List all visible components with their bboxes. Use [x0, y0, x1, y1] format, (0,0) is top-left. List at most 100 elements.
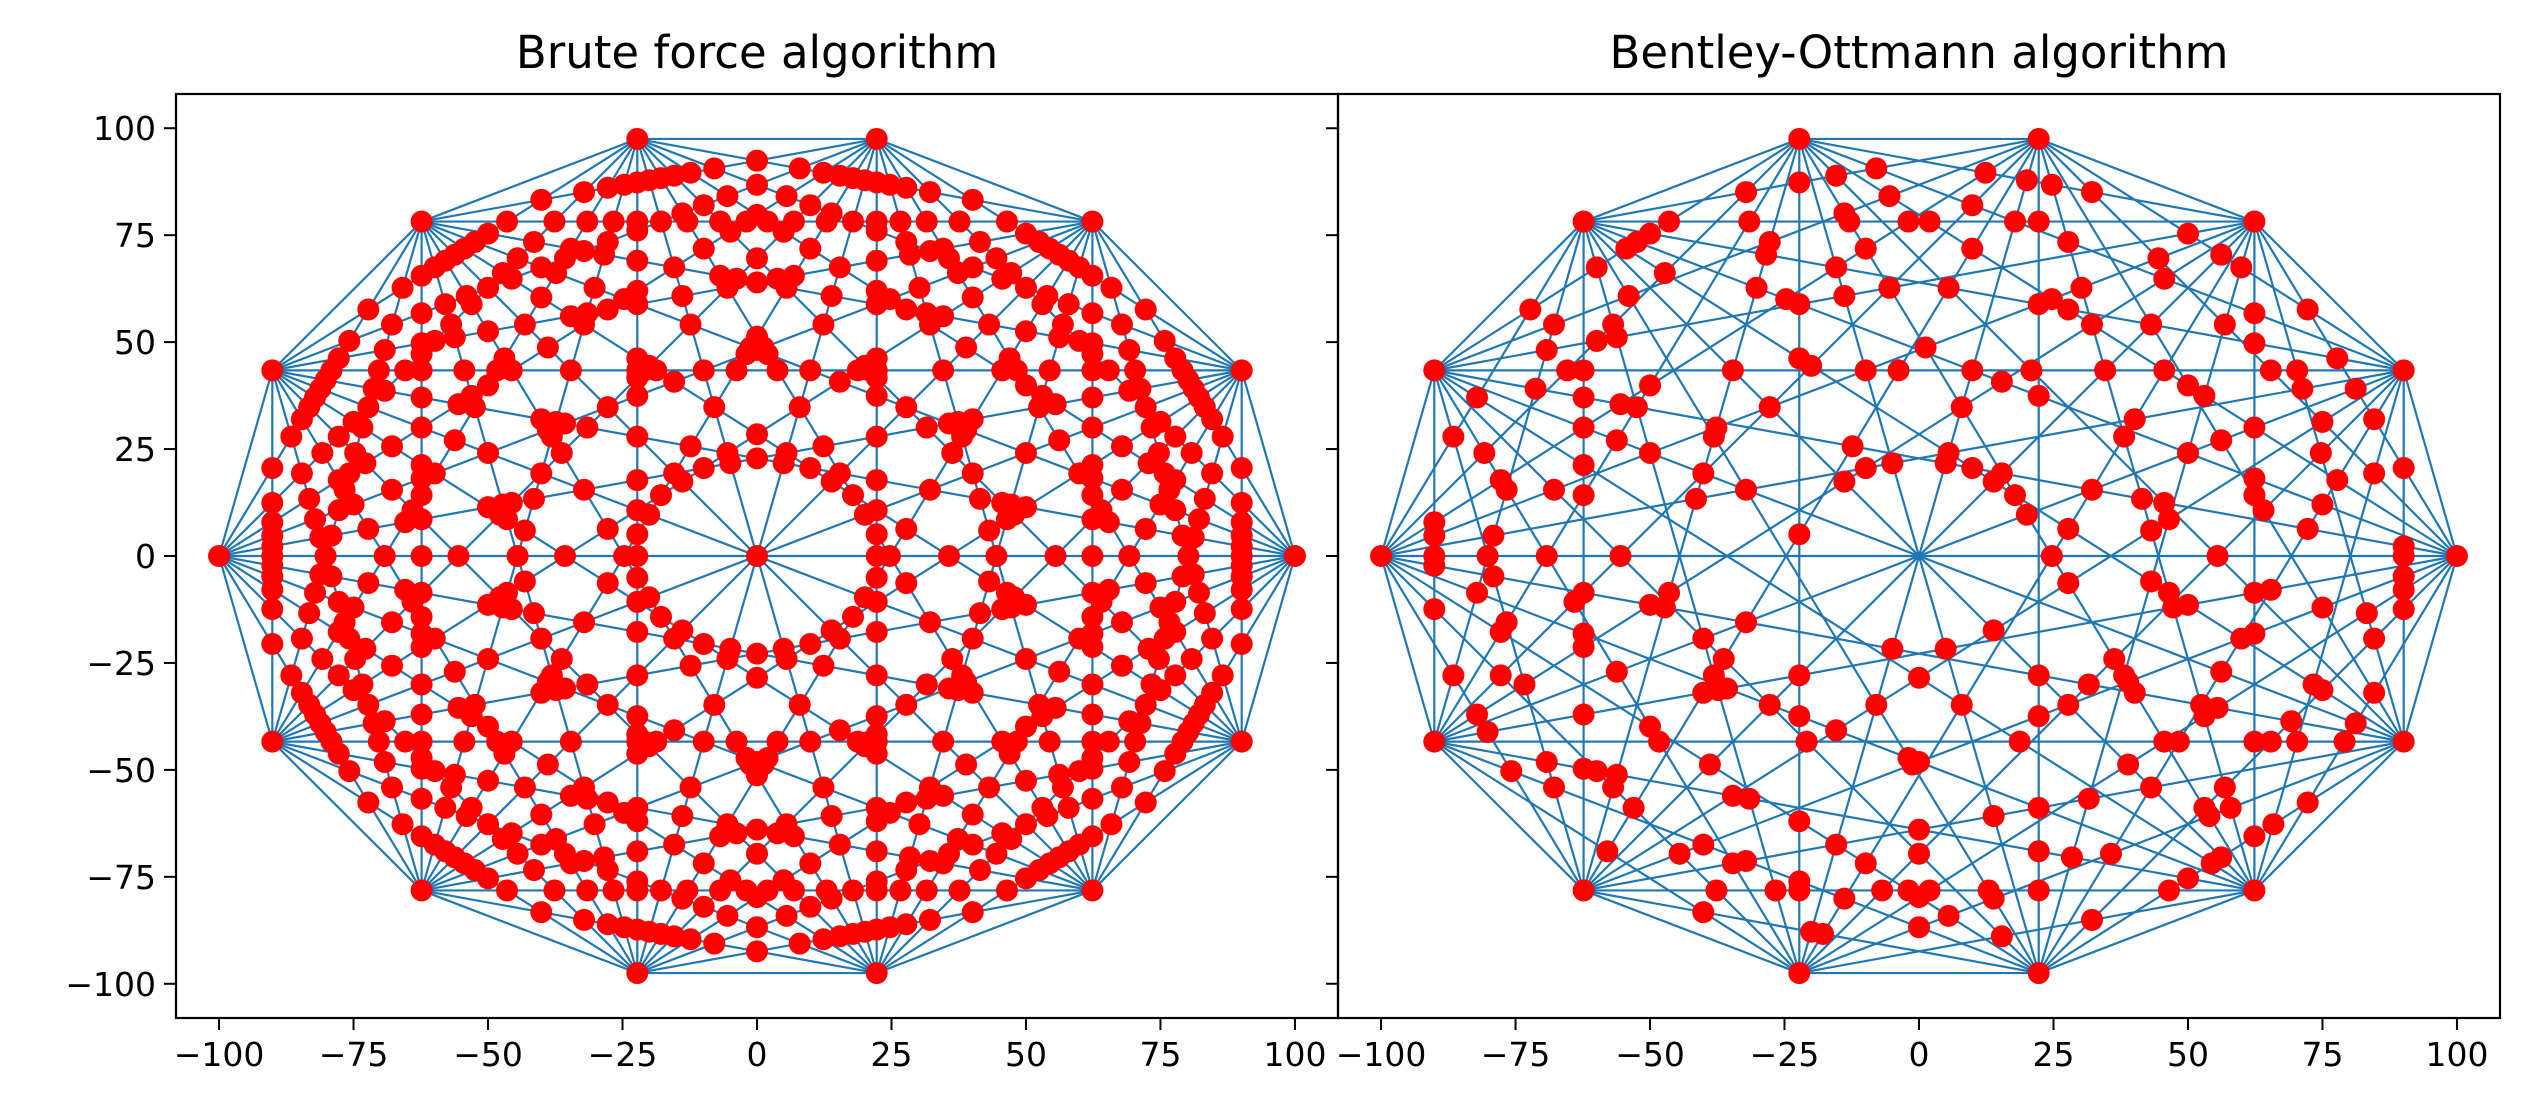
intersection-point — [298, 487, 321, 510]
intersection-point — [1110, 654, 1133, 677]
intersection-point — [2243, 467, 2266, 490]
intersection-point — [1048, 763, 1071, 786]
vertex-point — [865, 127, 888, 150]
intersection-point — [828, 256, 851, 279]
intersection-point — [746, 916, 768, 939]
intersection-point — [2309, 442, 2332, 464]
intersection-point — [2040, 173, 2063, 196]
intersection-point — [788, 693, 811, 716]
intersection-point — [1854, 852, 1877, 875]
x-tick-label: 25 — [870, 1035, 912, 1074]
intersection-point — [2243, 332, 2266, 355]
intersection-point — [1897, 746, 1920, 769]
intersection-point — [2113, 664, 2136, 687]
intersection-point — [812, 654, 835, 677]
intersection-point — [1180, 648, 1203, 670]
intersection-point — [394, 359, 417, 382]
segment-line — [1433, 137, 2040, 372]
intersection-point — [1692, 627, 1715, 650]
intersection-point — [865, 293, 888, 316]
intersection-point — [1572, 622, 1595, 645]
intersection-point — [410, 787, 433, 810]
intersection-point — [1129, 712, 1152, 735]
intersection-point — [2190, 693, 2213, 716]
intersection-point — [1758, 396, 1781, 419]
intersection-point — [460, 293, 483, 316]
intersection-point — [782, 879, 805, 902]
vertex-point — [1370, 545, 1393, 567]
intersection-point — [522, 487, 545, 510]
panel-brute-force: −100 −75 −50 −25 0 25 50 75 100 −100 −75 −50 −25 0 25 5… — [65, 26, 1340, 1074]
intersection-point — [991, 267, 1014, 290]
intersection-point — [290, 627, 313, 650]
intersection-point — [1702, 425, 1725, 448]
intersection-point — [506, 247, 529, 270]
intersection-point — [1788, 705, 1811, 728]
intersection-point — [2213, 313, 2236, 336]
intersection-point — [1788, 664, 1811, 687]
intersection-point — [1764, 879, 1787, 902]
intersection-point — [1187, 581, 1210, 604]
intersection-point — [1110, 435, 1133, 458]
intersection-point — [692, 359, 715, 382]
intersection-point — [663, 719, 686, 742]
intersection-point — [443, 429, 466, 452]
intersection-point — [853, 503, 876, 526]
intersection-point — [812, 161, 835, 184]
intersection-point — [2259, 359, 2282, 382]
intersection-point — [373, 751, 396, 774]
intersection-point — [2286, 359, 2309, 382]
intersection-point — [410, 416, 433, 439]
intersection-point — [978, 570, 1001, 593]
segment-line — [2402, 370, 2459, 557]
intersection-point — [735, 879, 758, 902]
intersection-point — [2176, 593, 2199, 616]
intersection-point — [1081, 787, 1104, 810]
y-tick-label: −75 — [86, 858, 156, 897]
intersection-point — [314, 545, 337, 567]
intersection-point — [828, 925, 851, 948]
intersection-point — [766, 822, 789, 845]
intersection-point — [2008, 730, 2031, 753]
intersection-point — [2193, 384, 2216, 407]
intersection-point — [1158, 478, 1181, 501]
intersection-point — [889, 210, 912, 233]
intersection-point — [1887, 359, 1910, 382]
intersection-point — [2210, 243, 2233, 266]
intersection-point — [573, 313, 596, 336]
intersection-point — [703, 157, 726, 180]
intersection-point — [298, 602, 321, 625]
intersection-point — [895, 693, 918, 716]
intersection-point — [1118, 751, 1141, 774]
intersection-point — [401, 499, 424, 522]
intersection-point — [1585, 760, 1608, 783]
intersection-point — [327, 425, 350, 448]
intersection-point — [2157, 879, 2180, 902]
intersection-point — [2020, 359, 2043, 382]
segment-line — [1433, 369, 2255, 892]
intersection-point — [671, 202, 694, 225]
intersection-point — [1081, 730, 1104, 753]
intersection-point — [1735, 181, 1758, 204]
intersection-point — [676, 879, 699, 902]
vertex-point — [261, 730, 284, 753]
intersection-point — [513, 776, 536, 799]
intersection-point — [1961, 237, 1984, 260]
intersection-point — [311, 442, 334, 464]
intersection-point — [460, 384, 483, 407]
intersection-point — [290, 681, 313, 704]
vertex-point — [410, 879, 433, 902]
intersection-point — [410, 454, 433, 477]
intersection-point — [2311, 596, 2334, 619]
intersection-point — [1423, 554, 1446, 577]
plot-area — [208, 127, 1306, 985]
intersection-point — [746, 271, 768, 294]
segment-line — [1798, 369, 2405, 974]
y-tick-label: −100 — [65, 965, 156, 1004]
intersection-point — [2243, 622, 2266, 645]
intersection-point — [1878, 276, 1901, 299]
intersection-point — [2291, 377, 2314, 400]
vertex-point — [2243, 210, 2266, 233]
intersection-point — [941, 648, 964, 670]
intersection-point — [2027, 210, 2050, 233]
